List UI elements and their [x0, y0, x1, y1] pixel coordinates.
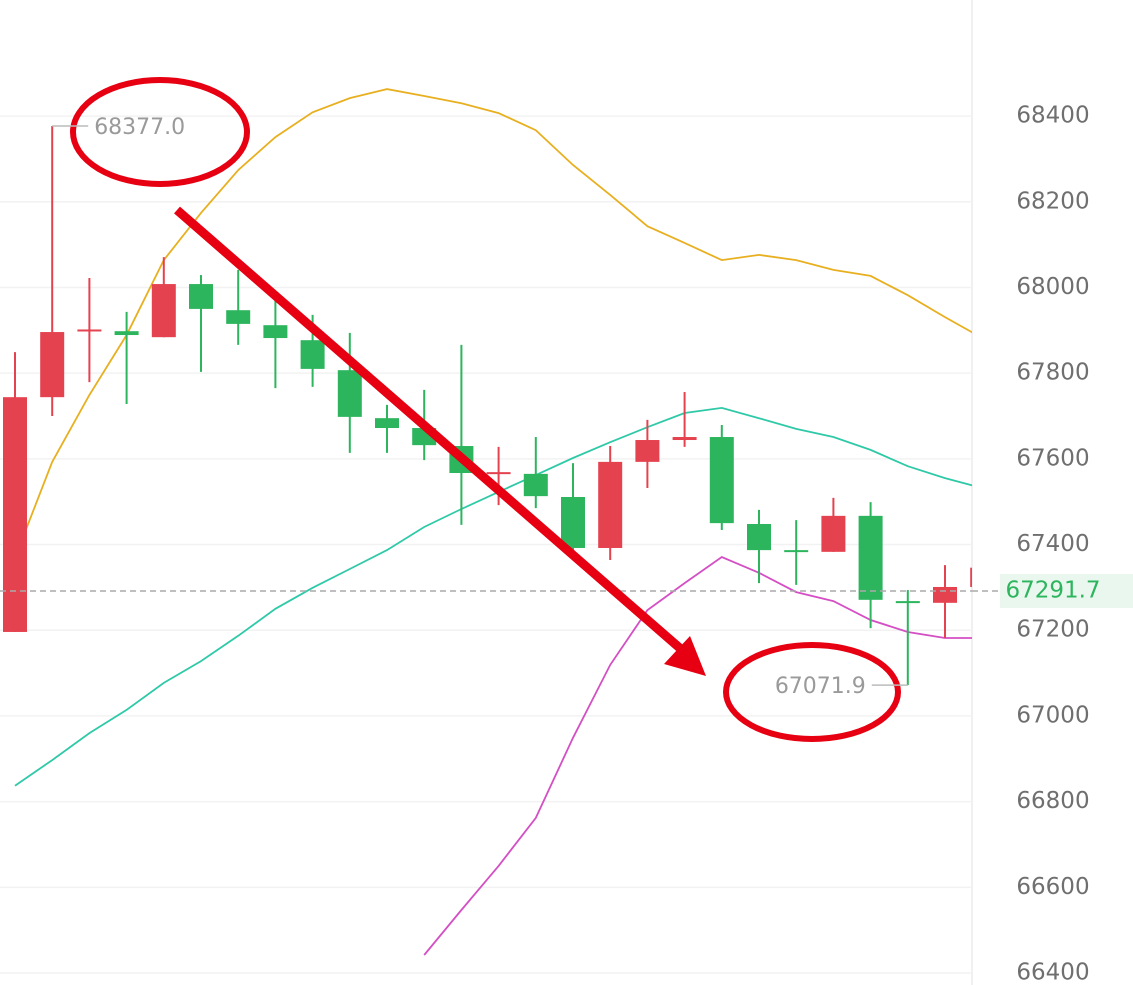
candle-body: [375, 418, 399, 429]
candle-body: [300, 340, 325, 369]
y-tick-label: 68200: [1016, 188, 1089, 214]
y-tick-label: 67600: [1016, 445, 1089, 471]
candle-body: [821, 515, 846, 552]
candle-body: [933, 586, 957, 603]
plot-area: [0, 88, 972, 956]
y-tick-label: 66800: [1016, 788, 1089, 814]
y-tick-label: 66400: [1016, 960, 1089, 985]
candle-body: [858, 515, 883, 600]
arrow-head: [664, 636, 706, 676]
candle-body: [672, 437, 697, 441]
candle-body: [77, 329, 102, 332]
candle-body: [784, 550, 809, 553]
candle-body: [635, 440, 660, 462]
annotations: 68377.0 67071.9: [52, 77, 908, 742]
candle-body: [151, 284, 176, 338]
candle-body: [970, 567, 972, 587]
highlight-ellipse: [70, 77, 250, 187]
candle-body: [3, 397, 27, 632]
last-price-label: 67291.7: [1005, 577, 1100, 603]
candle-body: [747, 523, 771, 551]
band-line: [423, 555, 972, 956]
y-tick-label: 67400: [1016, 531, 1089, 557]
y-tick-label: 67200: [1016, 617, 1089, 643]
candle-body: [40, 332, 65, 398]
candle-body: [114, 331, 139, 336]
candle-body: [263, 325, 288, 339]
candle-body: [895, 601, 920, 604]
min-label: 67071.9: [775, 674, 866, 699]
candle-body: [561, 496, 585, 548]
highlight-ellipse: [723, 642, 901, 742]
candle-body: [709, 437, 734, 524]
y-tick-label: 68000: [1016, 274, 1089, 300]
band-line: [14, 88, 972, 559]
candle-body: [226, 310, 251, 324]
candle-body: [189, 284, 213, 309]
y-tick-label: 67800: [1016, 360, 1089, 386]
y-axis: 66400 66600 66800 67000 67200 67400 67600 67800…: [1016, 103, 1089, 985]
candle-body: [598, 461, 623, 548]
last-price-box: [1000, 573, 1133, 608]
y-tick-label: 67000: [1016, 702, 1089, 728]
max-label: 68377.0: [94, 115, 185, 140]
candle-body: [523, 473, 548, 497]
candle-body: [486, 472, 511, 475]
trend-arrow: [174, 206, 685, 654]
y-tick-label: 66600: [1016, 874, 1089, 900]
candle-body: [337, 370, 362, 417]
y-tick-label: 68400: [1016, 103, 1089, 129]
grid: [0, 115, 972, 974]
